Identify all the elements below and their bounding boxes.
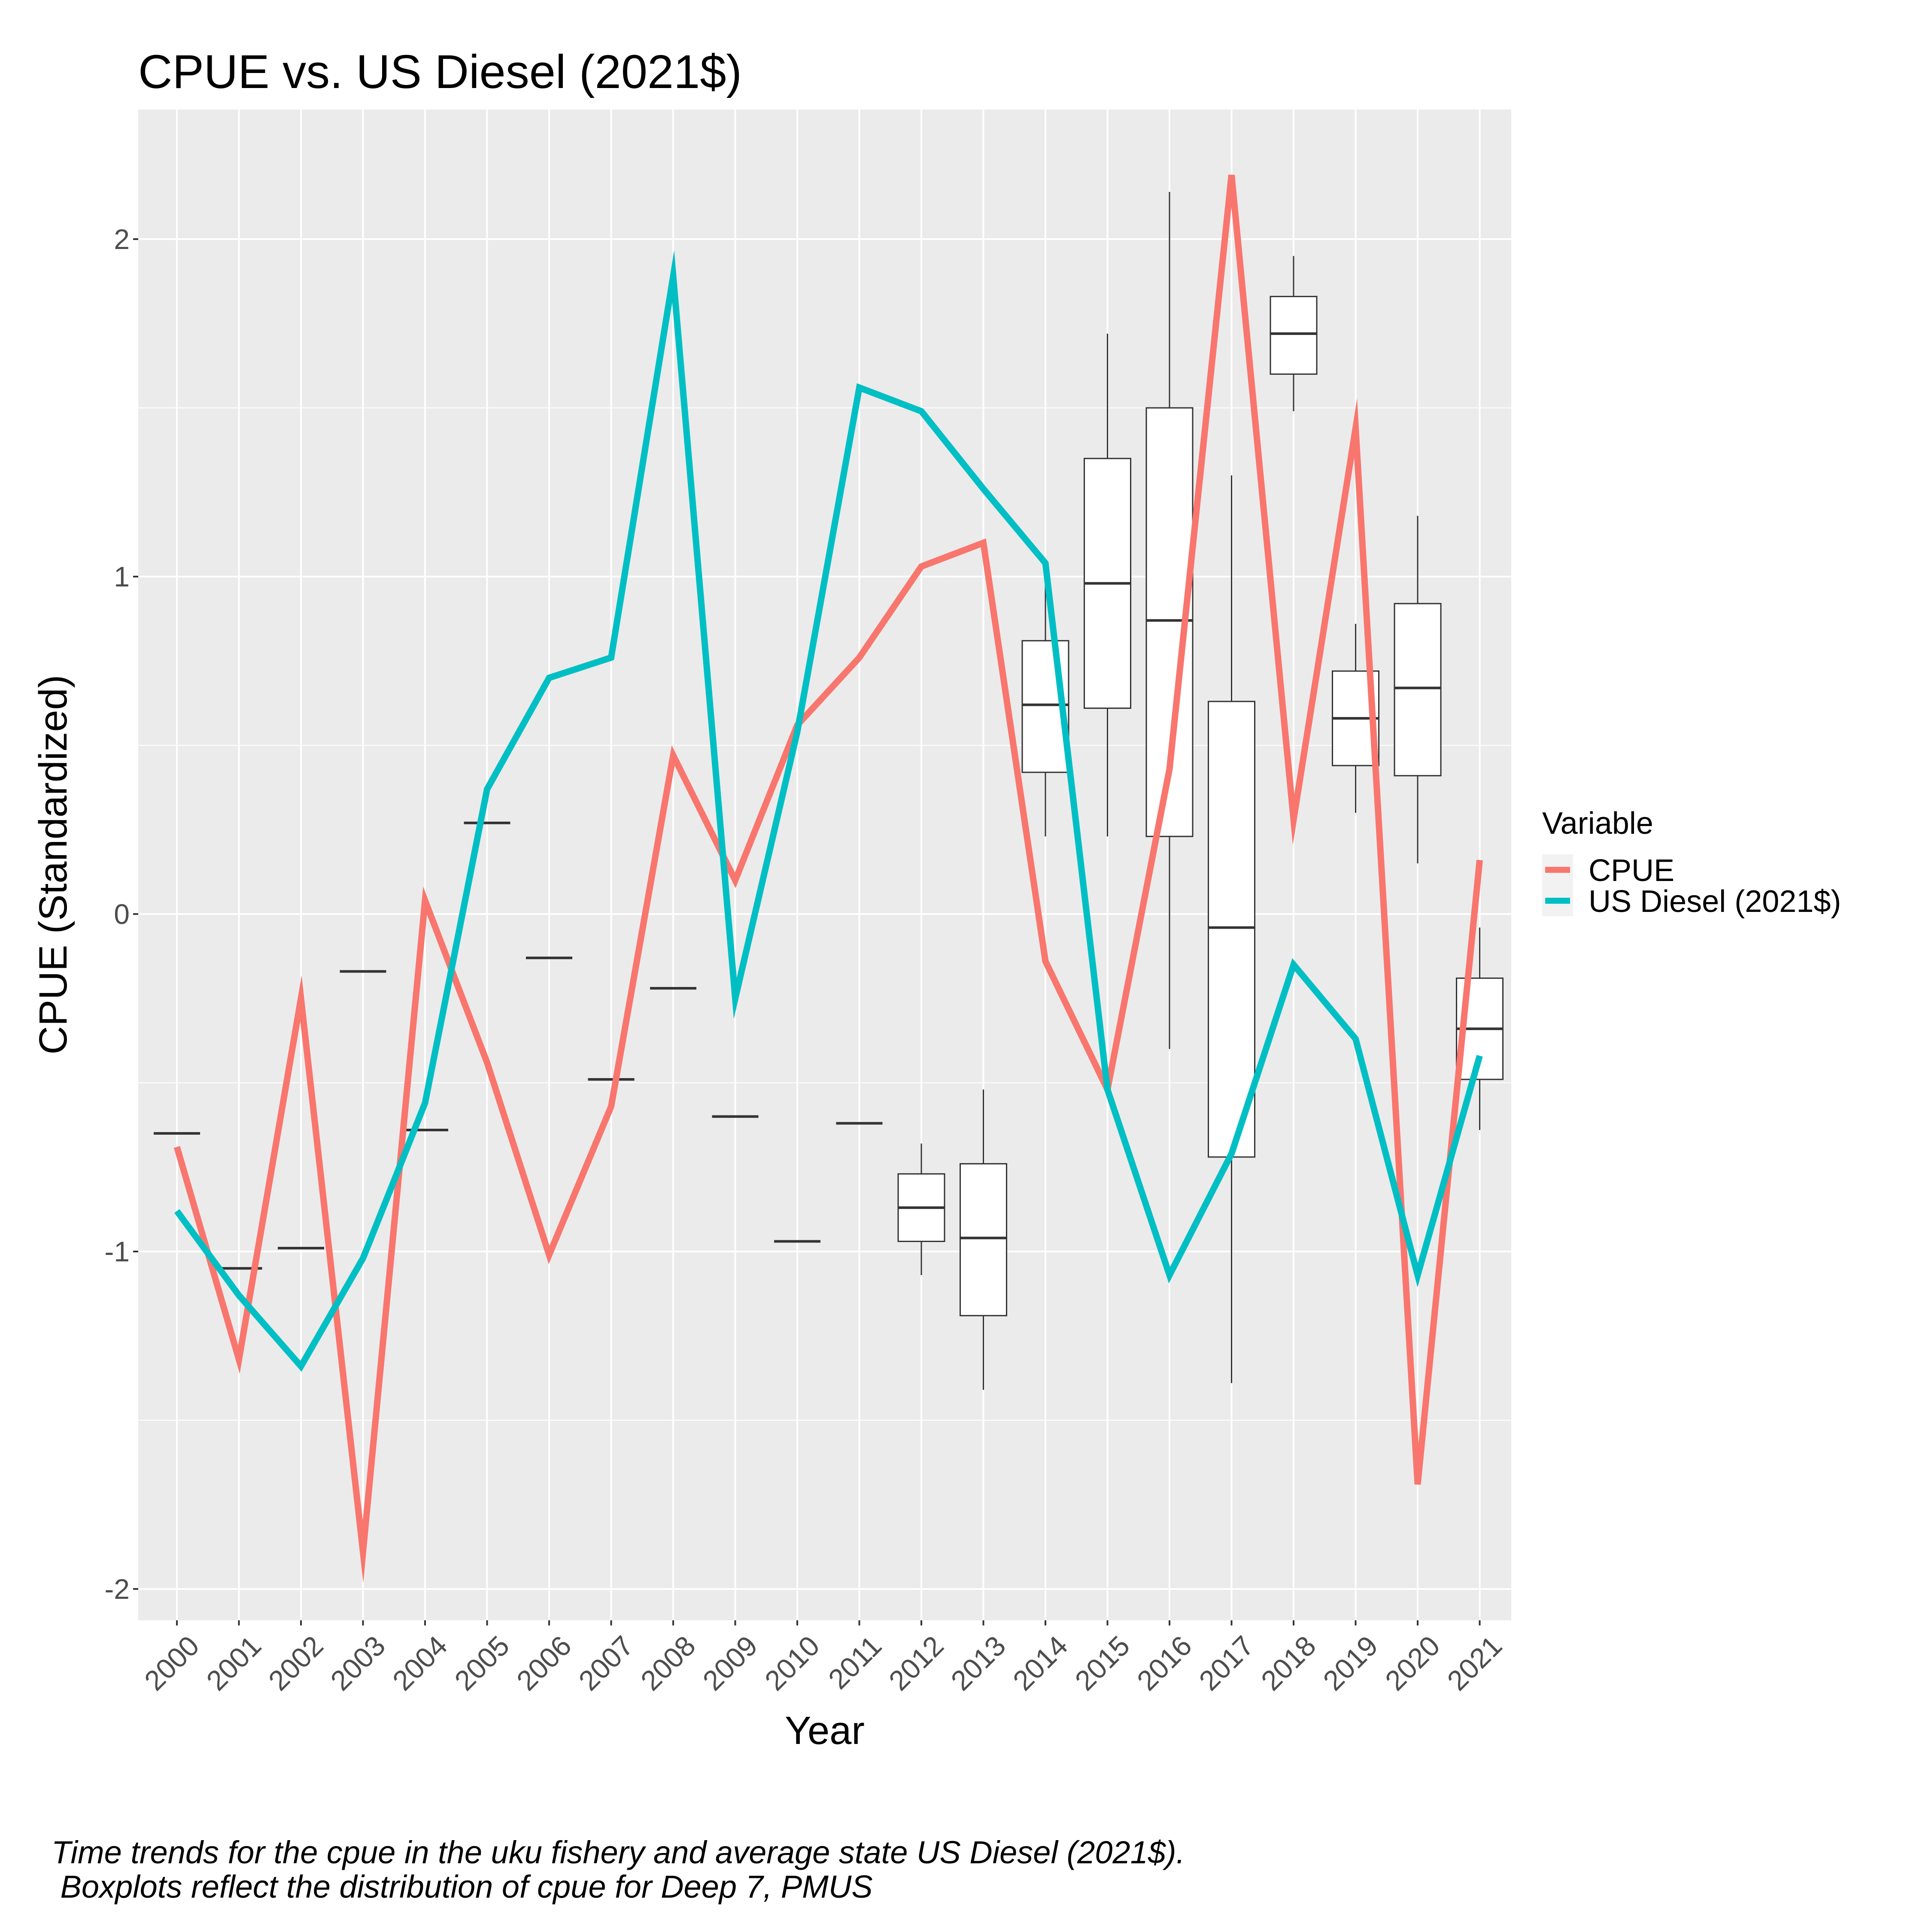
legend: Variable CPUE US Diesel (2021$)	[1542, 806, 1841, 919]
y-axis-title: CPUE (Standardized)	[31, 675, 75, 1055]
caption-line-2: Boxplots reflect the distribution of cpu…	[52, 1869, 873, 1905]
y-tick-label: -2	[104, 1573, 130, 1605]
grid-minor	[138, 407, 1511, 1421]
x-tick-label: 2020	[1379, 1630, 1446, 1697]
x-tick-label: 2009	[696, 1630, 763, 1697]
x-tick-label: 2008	[635, 1630, 702, 1697]
x-tick-label: 2000	[138, 1630, 205, 1697]
x-tick-label: 2017	[1193, 1630, 1260, 1697]
y-tick-label: -1	[104, 1236, 130, 1267]
x-tick-label: 2016	[1131, 1630, 1198, 1697]
x-tick-label: 2004	[386, 1630, 453, 1697]
series-layer	[173, 174, 1483, 1583]
y-tick-label: 0	[114, 898, 130, 930]
legend-label-diesel: US Diesel (2021$)	[1589, 884, 1841, 919]
x-tick-label: 2018	[1255, 1630, 1322, 1697]
legend-title: Variable	[1542, 806, 1653, 841]
x-tick-label: 2013	[945, 1630, 1012, 1697]
x-tick-label: 2007	[572, 1630, 639, 1697]
x-tick-label: 2003	[324, 1630, 391, 1697]
legend-label-cpue: CPUE	[1589, 854, 1674, 888]
chart-title: CPUE vs. US Diesel (2021$)	[138, 46, 742, 98]
x-tick-label: 2010	[759, 1630, 826, 1697]
x-tick-label: 2011	[822, 1630, 888, 1695]
x-tick-label: 2021	[1441, 1630, 1508, 1697]
x-axis-title: Year	[785, 1709, 865, 1753]
boxplot-box	[960, 1163, 1007, 1316]
x-tick-label: 2005	[448, 1630, 515, 1697]
x-tick-label: 2019	[1317, 1630, 1384, 1697]
x-tick-label: 2001	[200, 1630, 267, 1697]
y-tick-label: 1	[114, 561, 130, 592]
boxplot-box	[1270, 296, 1318, 375]
series-line-diesel	[174, 250, 1483, 1372]
y-axis: -2 -1 0 1 2	[104, 223, 138, 1605]
x-axis: 2000200120022003200420052006200720082009…	[138, 1620, 1508, 1697]
boxplot-box	[1394, 603, 1442, 777]
x-tick-label: 2002	[262, 1630, 329, 1697]
caption-line-1: Time trends for the cpue in the uku fish…	[52, 1835, 1185, 1870]
x-tick-label: 2015	[1069, 1630, 1136, 1697]
series-line-cpue	[173, 174, 1483, 1583]
x-tick-label: 2012	[883, 1630, 950, 1697]
x-tick-label: 2014	[1007, 1630, 1074, 1697]
x-tick-label: 2006	[510, 1630, 577, 1697]
boxplot-box	[1208, 701, 1255, 1158]
y-tick-label: 2	[114, 223, 130, 255]
